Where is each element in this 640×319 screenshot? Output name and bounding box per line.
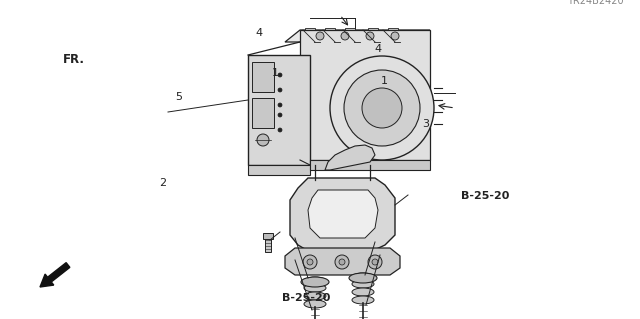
Bar [345, 28, 355, 33]
Polygon shape [248, 165, 310, 175]
Circle shape [278, 113, 282, 117]
Ellipse shape [304, 292, 326, 300]
Text: 4: 4 [374, 44, 381, 55]
Text: 1: 1 [271, 68, 278, 78]
Bar [368, 28, 378, 33]
Text: FR.: FR. [63, 53, 84, 65]
Circle shape [368, 255, 382, 269]
Ellipse shape [352, 288, 374, 296]
Circle shape [278, 88, 282, 92]
Circle shape [278, 128, 282, 132]
Polygon shape [310, 160, 430, 170]
Circle shape [316, 32, 324, 40]
Polygon shape [290, 178, 395, 252]
FancyArrow shape [40, 263, 70, 287]
Circle shape [257, 134, 269, 146]
Circle shape [303, 255, 317, 269]
Circle shape [372, 259, 378, 265]
Bar [248, 55, 310, 165]
Polygon shape [308, 190, 378, 238]
Bar [263, 233, 273, 239]
Circle shape [278, 103, 282, 107]
Ellipse shape [303, 277, 327, 287]
Circle shape [341, 32, 349, 40]
Ellipse shape [304, 300, 326, 308]
Bar [252, 62, 274, 92]
Bar [252, 98, 274, 128]
Polygon shape [325, 145, 375, 170]
Ellipse shape [352, 280, 374, 288]
Text: 3: 3 [422, 119, 429, 130]
Text: B-25-20: B-25-20 [282, 293, 330, 303]
Text: 5: 5 [175, 92, 182, 102]
Circle shape [339, 259, 345, 265]
Bar [325, 28, 335, 33]
Circle shape [307, 259, 313, 265]
Ellipse shape [352, 296, 374, 304]
Ellipse shape [351, 273, 375, 283]
Ellipse shape [304, 284, 326, 292]
Polygon shape [300, 30, 430, 160]
Polygon shape [285, 248, 400, 275]
Text: 4: 4 [255, 28, 262, 39]
Text: B-25-20: B-25-20 [461, 191, 509, 201]
Bar [305, 28, 315, 33]
Bar [265, 238, 271, 252]
Bar [388, 28, 398, 33]
Text: TR24B2420: TR24B2420 [568, 0, 624, 6]
Polygon shape [285, 30, 430, 42]
Text: 2: 2 [159, 178, 166, 189]
Circle shape [335, 255, 349, 269]
Circle shape [362, 88, 402, 128]
Circle shape [344, 70, 420, 146]
Text: 1: 1 [381, 76, 388, 86]
Ellipse shape [349, 273, 377, 283]
Circle shape [278, 73, 282, 77]
Ellipse shape [301, 277, 329, 287]
Circle shape [391, 32, 399, 40]
Circle shape [330, 56, 434, 160]
Circle shape [366, 32, 374, 40]
